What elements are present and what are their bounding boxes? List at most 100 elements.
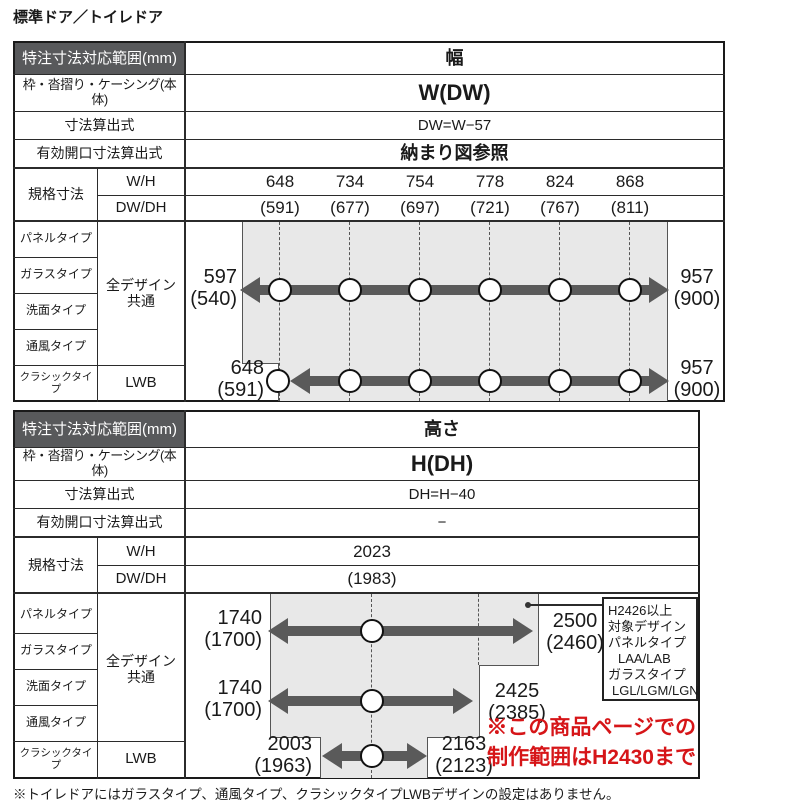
arrow-right-icon bbox=[407, 743, 427, 769]
callout-dot-icon bbox=[525, 602, 531, 608]
lwb-label: LWB bbox=[125, 750, 157, 768]
frame-value: W(DW) bbox=[418, 80, 491, 106]
range-min-sub: (540) bbox=[190, 288, 237, 310]
range-classic-max: 2163 (2123) bbox=[430, 733, 498, 777]
divider bbox=[13, 365, 185, 366]
divider bbox=[13, 293, 97, 294]
type-row-glass: ガラスタイプ bbox=[20, 267, 92, 282]
range-all-max: 957 (900) bbox=[671, 266, 723, 310]
range-max-sub: (900) bbox=[673, 379, 721, 401]
opening-value: 納まり図参照 bbox=[400, 143, 509, 164]
size-marker bbox=[360, 619, 384, 643]
arrow-right-icon bbox=[649, 368, 669, 394]
range-max-sub: (2460) bbox=[546, 632, 604, 654]
range-pg-min: 1740 (1700) bbox=[190, 607, 262, 651]
dwdh-label: DW/DH bbox=[115, 570, 167, 588]
size-dwdh: (1983) bbox=[347, 569, 397, 589]
range-right-border bbox=[667, 222, 668, 401]
spec-range-header: 特注寸法対応範囲(mm) bbox=[15, 43, 184, 74]
type-row-vent: 通風タイプ bbox=[25, 339, 86, 354]
type-row-panel: パネルタイプ bbox=[19, 231, 92, 246]
wh-label: W/H bbox=[126, 173, 156, 191]
size-marker bbox=[408, 369, 432, 393]
divider bbox=[13, 633, 97, 634]
size-marker bbox=[618, 278, 642, 302]
range-all-min: 597 (540) bbox=[173, 266, 237, 310]
footnote: ※トイレドアにはガラスタイプ、通風タイプ、クラシックタイプLWBデザインの設定は… bbox=[13, 787, 620, 800]
grid-dash-754 bbox=[419, 222, 420, 401]
range-edge bbox=[538, 594, 539, 665]
range-edge bbox=[479, 665, 480, 737]
range-classic-min: 2003 (1963) bbox=[240, 733, 312, 777]
range-max-sub: (900) bbox=[673, 288, 721, 310]
design-common-line2: 共通 bbox=[127, 293, 155, 309]
spec-range-header: 特注寸法対応範囲(mm) bbox=[15, 412, 184, 447]
divider bbox=[13, 167, 725, 169]
range-min-sub: (1700) bbox=[204, 699, 262, 721]
red-note-line2: 制作範囲はH2430まで bbox=[487, 746, 696, 769]
divider bbox=[13, 536, 700, 538]
frame-label: 枠・沓摺り・ケーシング(本体) bbox=[22, 448, 177, 478]
formula-value: DW=W−57 bbox=[417, 116, 492, 134]
divider bbox=[13, 705, 97, 706]
range-max-value: 957 bbox=[680, 266, 714, 288]
callout-line: 対象デザイン bbox=[608, 619, 687, 634]
divider bbox=[97, 565, 700, 566]
range-max-sub: (2385) bbox=[488, 702, 546, 724]
grid-dash-2023 bbox=[371, 594, 372, 778]
range-max-sub: (2123) bbox=[435, 755, 493, 777]
range-min-sub: (1700) bbox=[204, 629, 262, 651]
standard-size-label: 規格寸法 bbox=[28, 556, 84, 573]
formula-value: DH=H−40 bbox=[408, 485, 476, 503]
arrow-right-icon bbox=[453, 688, 473, 714]
size-marker bbox=[360, 744, 384, 768]
range-min-value: 1740 bbox=[217, 677, 263, 699]
divider bbox=[13, 592, 700, 594]
range-edge bbox=[242, 363, 279, 364]
grid-dash-868 bbox=[629, 222, 630, 401]
size-marker bbox=[268, 278, 292, 302]
callout-line: LGL/LGM/LGN bbox=[612, 683, 699, 698]
grid-dash-648 bbox=[279, 222, 280, 401]
divider bbox=[13, 220, 725, 222]
divider bbox=[13, 480, 700, 481]
divider bbox=[13, 257, 97, 258]
range-max-value: 2163 bbox=[441, 733, 487, 755]
dwdh-label: DW/DH bbox=[115, 199, 167, 217]
size-dwdh: (677) bbox=[330, 198, 370, 218]
divider bbox=[13, 329, 97, 330]
size-wh: 868 bbox=[615, 172, 645, 192]
design-common-cell: 全デザイン 共通 bbox=[98, 221, 184, 365]
height-header: 高さ bbox=[424, 419, 460, 440]
frame-value: H(DH) bbox=[410, 451, 474, 477]
design-common-line1: 全デザイン bbox=[106, 652, 176, 669]
arrow-left-icon bbox=[268, 618, 288, 644]
divider bbox=[13, 111, 725, 112]
height-table-border bbox=[13, 410, 700, 779]
divider bbox=[13, 447, 700, 448]
page-title: 標準ドア／トイレドア bbox=[13, 9, 164, 26]
size-dwdh: (591) bbox=[260, 198, 300, 218]
formula-label: 寸法算出式 bbox=[64, 486, 135, 503]
red-note-line1: ※この商品ページでの bbox=[486, 716, 696, 739]
size-marker bbox=[478, 278, 502, 302]
range-min-value: 597 bbox=[203, 266, 237, 288]
type-row-panel: パネルタイプ bbox=[19, 607, 92, 622]
callout-line: パネルタイプ bbox=[608, 635, 687, 650]
size-marker bbox=[338, 278, 362, 302]
range-classic-max: 957 (900) bbox=[671, 357, 723, 401]
size-wh: 754 bbox=[405, 172, 435, 192]
arrow-right-icon bbox=[649, 277, 669, 303]
size-marker bbox=[478, 369, 502, 393]
opening-label: 有効開口寸法算出式 bbox=[36, 145, 163, 162]
type-row-classic: クラシックタイプ bbox=[19, 746, 93, 771]
type-row-glass: ガラスタイプ bbox=[20, 643, 92, 658]
range-edge bbox=[270, 594, 271, 737]
divider bbox=[184, 41, 186, 402]
divider bbox=[97, 195, 725, 196]
size-marker bbox=[338, 369, 362, 393]
grid-dash-734 bbox=[349, 222, 350, 401]
range-min-value: 1740 bbox=[217, 607, 263, 629]
callout-line: H2426以上 bbox=[608, 603, 673, 618]
